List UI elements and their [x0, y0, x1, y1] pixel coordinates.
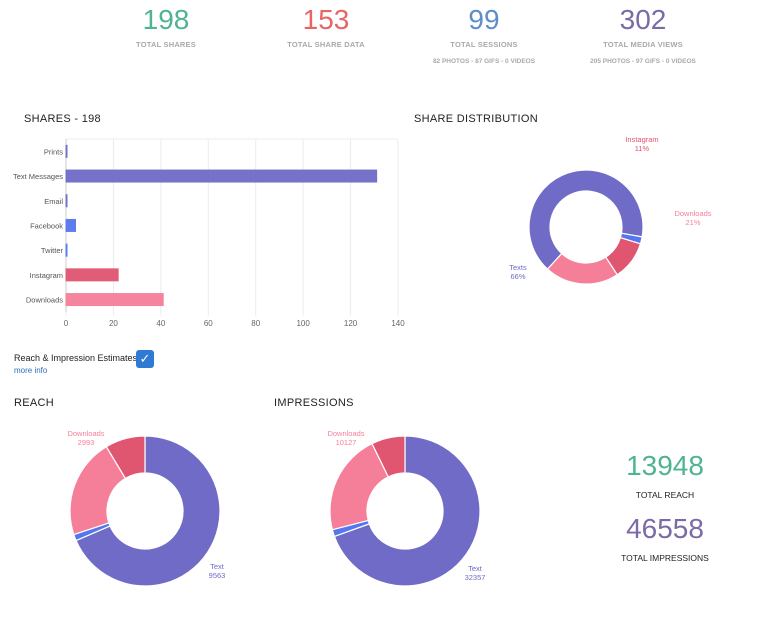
y-tick-label: Text Messages [13, 172, 63, 181]
data-label: 9563 [209, 571, 226, 580]
more-info-link[interactable]: more info [14, 366, 48, 375]
bar [65, 169, 378, 183]
total-impressions-value: 46558 [626, 513, 704, 544]
shares-bar-chart: 0 20 40 60 80 100 120 140 Prints Text Messages Ema… [13, 138, 405, 328]
bar [65, 243, 68, 257]
stat-total-media-views: 302 TOTAL MEDIA VIEWS 205 PHOTOS - 97 GI… [563, 4, 723, 65]
data-label: 11% [635, 144, 650, 153]
donut-slice [371, 435, 406, 478]
stat-sub: 82 PHOTOS - 87 GIFS - 0 VIDEOS [432, 58, 536, 65]
y-tick-label: Downloads [26, 296, 63, 305]
estimates-label: Reach & Impression Estimates [14, 353, 138, 363]
bar [65, 218, 76, 232]
distribution-title: SHARE DISTRIBUTION [414, 113, 538, 125]
stat-value: 302 [619, 4, 667, 35]
y-tick-label: Facebook [30, 221, 63, 230]
x-tick-label: 40 [156, 319, 165, 328]
bar [65, 268, 119, 282]
bar [65, 293, 164, 307]
y-tick-label: Prints [44, 147, 63, 156]
data-label: 2993 [78, 438, 95, 447]
data-label: 66% [510, 272, 525, 281]
total-reach-value: 13948 [626, 450, 704, 481]
bar [65, 194, 68, 208]
shares-title: SHARES - 198 [24, 113, 101, 125]
x-tick-label: 100 [296, 319, 310, 328]
x-tick-label: 80 [251, 319, 260, 328]
stat-sub: 205 PHOTOS - 97 GIFS - 0 VIDEOS [590, 58, 696, 65]
x-tick-label: 20 [109, 319, 118, 328]
donut-slice [333, 435, 481, 587]
data-label: 32357 [465, 573, 486, 582]
y-tick-label: Twitter [41, 246, 64, 255]
x-tick-label: 0 [64, 319, 69, 328]
y-tick-label: Instagram [30, 271, 63, 280]
bar [65, 144, 68, 158]
stat-label: TOTAL SHARES [136, 40, 196, 49]
stat-value: 153 [302, 4, 350, 35]
stat-label: TOTAL SESSIONS [450, 40, 518, 49]
donut-slice [546, 252, 619, 285]
stat-total-share-data: 153 TOTAL SHARE DATA [246, 4, 406, 49]
donut-slice [528, 169, 644, 270]
stat-total-shares: 198 TOTAL SHARES [86, 4, 246, 49]
data-label: Downloads [67, 429, 104, 438]
data-label: 21% [685, 218, 700, 227]
stat-total-sessions: 99 TOTAL SESSIONS 82 PHOTOS - 87 GIFS - … [404, 4, 564, 65]
data-label: Downloads [327, 429, 364, 438]
data-label: Downloads [674, 209, 711, 218]
data-label: Text [210, 562, 225, 571]
donut-slice [69, 445, 127, 536]
estimates-checkbox[interactable]: ✓ [136, 350, 154, 368]
y-tick-label: Email [44, 197, 63, 206]
data-label: Instagram [625, 135, 658, 144]
stat-label: TOTAL SHARE DATA [287, 40, 365, 49]
donut-slice [105, 435, 146, 480]
total-impressions-label: TOTAL IMPRESSIONS [621, 553, 709, 563]
reach-title: REACH [14, 397, 55, 409]
total-reach-label: TOTAL REACH [635, 490, 695, 500]
stat-label: TOTAL MEDIA VIEWS [603, 40, 683, 49]
data-label: 10127 [336, 438, 357, 447]
impressions-title: IMPRESSIONS [274, 397, 354, 409]
stat-value: 198 [142, 4, 190, 35]
stat-value: 99 [468, 4, 500, 35]
x-tick-label: 120 [344, 319, 358, 328]
x-tick-label: 60 [204, 319, 213, 328]
data-label: Texts [509, 263, 527, 272]
x-tick-label: 140 [391, 319, 405, 328]
donut-slice [75, 435, 221, 587]
data-label: Text [468, 564, 483, 573]
